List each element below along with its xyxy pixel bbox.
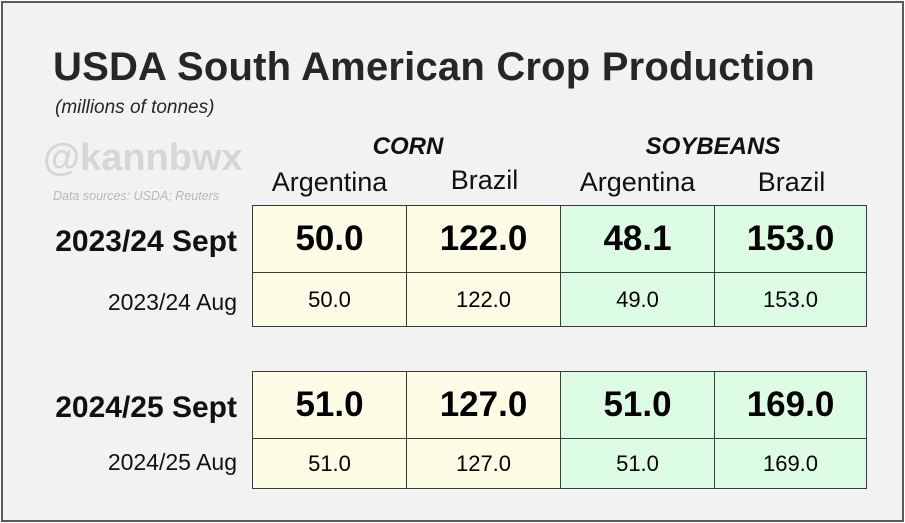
table-cell: 51.0 [252,438,407,489]
table-cell: 51.0 [560,371,715,439]
table-cell: 153.0 [714,205,867,273]
table-cell: 153.0 [714,272,867,327]
table-cell: 51.0 [252,371,407,439]
table-cell: 50.0 [252,205,407,273]
row-label: 2023/24 Sept [55,225,237,258]
table-cell: 50.0 [252,272,407,327]
table-cell: 48.1 [560,205,715,273]
watermark: @kannbwx [43,137,243,179]
table-cell: 51.0 [560,438,715,489]
data-sources: Data sources: USDA; Reuters [53,189,220,203]
table-cell: 122.0 [406,205,561,273]
row-label: 2024/25 Sept [55,391,237,424]
table-cell: 169.0 [714,371,867,439]
chart-title: USDA South American Crop Production [53,45,815,89]
column-label-corn-argentina: Argentina [271,167,388,197]
chart-subtitle: (millions of tonnes) [55,97,215,118]
table-cell: 169.0 [714,438,867,489]
row-label: 2024/25 Aug [107,449,237,475]
table-cell: 127.0 [406,438,561,489]
group-label-corn: CORN [372,133,444,160]
column-label-soybeans-argentina: Argentina [579,167,696,197]
table-cell: 127.0 [406,371,561,439]
table-cell: 122.0 [406,272,561,327]
row-label: 2023/24 Aug [107,289,237,315]
column-label-soybeans-brazil: Brazil [757,167,826,197]
group-label-soybeans: SOYBEANS [645,133,781,160]
table-cell: 49.0 [560,272,715,327]
column-label-corn-brazil: Brazil [450,165,519,195]
